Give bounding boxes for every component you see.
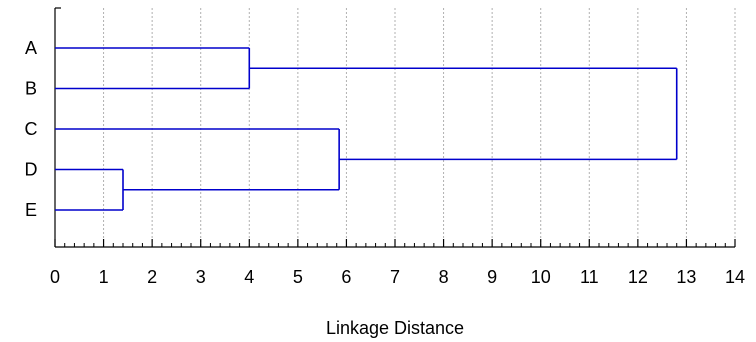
x-tick-label-1: 1: [99, 267, 109, 287]
x-tick-label-3: 3: [196, 267, 206, 287]
x-tick-label-4: 4: [244, 267, 254, 287]
dendrogram-links: [55, 47, 678, 211]
x-tick-label-10: 10: [531, 267, 551, 287]
x-tick-label-14: 14: [725, 267, 745, 287]
leaf-label-A: A: [25, 38, 37, 58]
x-tick-label-7: 7: [390, 267, 400, 287]
gridlines: [103, 8, 736, 247]
axes: [54, 7, 736, 248]
leaf-labels: A BC DE: [25, 38, 38, 220]
leaf-label-C: C: [25, 119, 38, 139]
x-tick-label-8: 8: [439, 267, 449, 287]
x-tick-label-13: 13: [676, 267, 696, 287]
x-axis-title: Linkage Distance: [326, 318, 464, 338]
x-tick-label-12: 12: [628, 267, 648, 287]
x-tick-labels: 0 1 2 3 4 5 6 7 8 9 10 11 12 13 14: [50, 267, 745, 287]
x-tick-label-5: 5: [293, 267, 303, 287]
x-tick-label-9: 9: [487, 267, 497, 287]
leaf-label-E: E: [25, 200, 37, 220]
x-tick-label-6: 6: [341, 267, 351, 287]
leaf-label-B: B: [25, 79, 37, 99]
leaf-label-D: D: [25, 160, 38, 180]
x-tick-label-0: 0: [50, 267, 60, 287]
x-tick-label-2: 2: [147, 267, 157, 287]
x-tick-label-11: 11: [580, 267, 599, 287]
